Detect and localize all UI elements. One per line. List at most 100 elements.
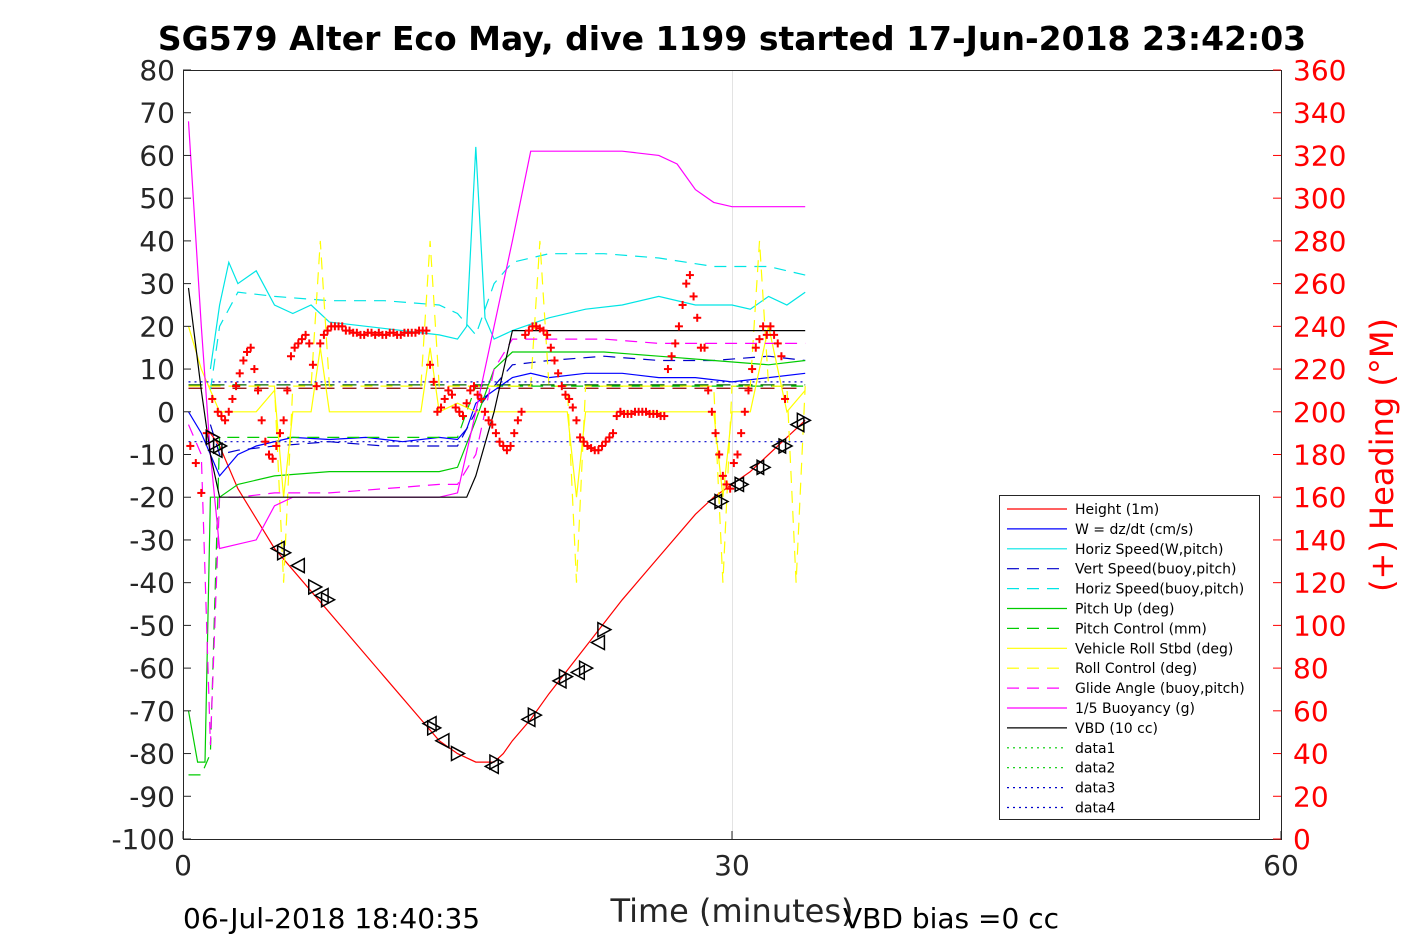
heading-mark	[517, 407, 526, 416]
heading-mark	[433, 407, 442, 416]
heading-mark	[250, 365, 259, 374]
heading-mark	[543, 330, 552, 339]
heading-mark	[682, 279, 691, 288]
depth-marker	[483, 758, 500, 775]
left-tick-label: 40	[139, 225, 175, 258]
heading-mark	[609, 429, 618, 438]
legend-label: VBD (10 cc)	[1075, 721, 1158, 737]
left-tick-label: -70	[129, 695, 175, 728]
right-tick-label: 100	[1293, 609, 1346, 642]
heading-mark	[480, 407, 489, 416]
heading-mark	[491, 429, 500, 438]
heading-mark	[773, 339, 782, 348]
series-line	[187, 326, 806, 498]
right-tick-label: 40	[1293, 738, 1329, 771]
depth-marker	[778, 437, 794, 455]
heading-mark	[733, 450, 742, 459]
right-tick-label: 180	[1293, 439, 1346, 472]
left-tick-label: 0	[157, 396, 175, 429]
legend-label: Pitch Up (deg)	[1075, 602, 1174, 618]
heading-mark	[484, 416, 493, 425]
heading-mark	[718, 471, 727, 480]
right-tick-label: 200	[1293, 396, 1346, 429]
heading-mark	[217, 412, 226, 421]
heading-mark	[191, 459, 200, 468]
depth-marker	[489, 753, 505, 771]
heading-mark	[510, 429, 519, 438]
heading-mark	[726, 484, 735, 493]
legend-label: Glide Angle (buoy,pitch)	[1075, 681, 1245, 697]
right-tick-label: 60	[1293, 695, 1329, 728]
series-line	[187, 287, 806, 498]
heading-mark	[305, 339, 314, 348]
heading-mark	[499, 441, 508, 450]
heading-mark	[506, 441, 515, 450]
legend-label: Vehicle Roll Stbd (deg)	[1075, 641, 1233, 657]
right-tick-label: 320	[1293, 139, 1346, 172]
heading-mark	[455, 407, 464, 416]
heading-mark	[513, 416, 522, 425]
heading-mark	[546, 343, 555, 352]
heading-mark	[612, 412, 621, 421]
heading-mark	[711, 429, 720, 438]
heading-mark	[678, 300, 687, 309]
heading-mark	[316, 339, 325, 348]
depth-marker	[728, 476, 745, 493]
x-axis: 0 30 60	[174, 831, 1299, 882]
chart-title: SG579 Alter Eco May, dive 1199 started 1…	[158, 19, 1306, 58]
right-tick-label: 80	[1293, 652, 1329, 685]
left-tick-label: -80	[129, 738, 175, 771]
depth-marker	[756, 459, 772, 476]
depth-marker	[589, 634, 606, 651]
heading-mark	[448, 390, 457, 399]
x-tick-label: 0	[174, 849, 192, 882]
left-tick-label: -10	[129, 439, 175, 472]
heading-mark	[279, 416, 288, 425]
heading-mark	[308, 360, 317, 369]
heading-mark	[663, 365, 672, 374]
heading-mark	[186, 441, 195, 450]
heading-mark	[437, 403, 446, 412]
heading-mark	[557, 382, 566, 391]
heading-mark	[294, 339, 303, 348]
heading-mark	[254, 386, 263, 395]
left-tick-label: 70	[139, 97, 175, 130]
legend-label: Roll Control (deg)	[1075, 661, 1197, 677]
heading-mark	[770, 330, 779, 339]
right-axis-label: (+) Heading (°M)	[1363, 318, 1401, 592]
heading-mark	[272, 441, 281, 450]
heading-mark	[755, 335, 764, 344]
footer-timestamp: 06-Jul-2018 18:40:35	[183, 902, 480, 935]
depth-markers	[205, 412, 812, 775]
left-tick-label: -90	[129, 780, 175, 813]
heading-mark	[488, 420, 497, 429]
right-tick-label: 300	[1293, 182, 1346, 215]
series-line	[187, 351, 806, 763]
legend-label: Horiz Speed(W,pitch)	[1075, 542, 1223, 558]
left-tick-label: -20	[129, 481, 175, 514]
heading-mark	[257, 416, 266, 425]
depth-marker	[308, 578, 324, 596]
heading-mark	[707, 407, 716, 416]
heading-mark	[704, 386, 713, 395]
heading-mark	[539, 326, 548, 335]
heading-mark	[759, 322, 768, 331]
heading-mark	[740, 407, 749, 416]
heading-mark	[312, 382, 321, 391]
heading-mark	[243, 347, 252, 356]
right-tick-label: 140	[1293, 524, 1346, 557]
heading-mark	[502, 446, 511, 455]
legend-label: Vert Speed(buoy,pitch)	[1075, 562, 1237, 578]
series-lines	[187, 121, 806, 776]
right-tick-label: 120	[1293, 567, 1346, 600]
heading-mark	[451, 403, 460, 412]
right-axis: 3603403203002802602402202001801601401201…	[1273, 54, 1346, 856]
legend: Height (1m) W = dz/dt (cm/s) Horiz Speed(W…	[999, 495, 1260, 820]
depth-marker	[320, 591, 337, 609]
legend-label: data3	[1075, 781, 1115, 797]
depth-marker	[578, 659, 595, 677]
heading-mark	[462, 399, 471, 408]
heading-mark	[689, 292, 698, 301]
heading-mark	[594, 446, 603, 455]
heading-mark	[213, 407, 222, 416]
